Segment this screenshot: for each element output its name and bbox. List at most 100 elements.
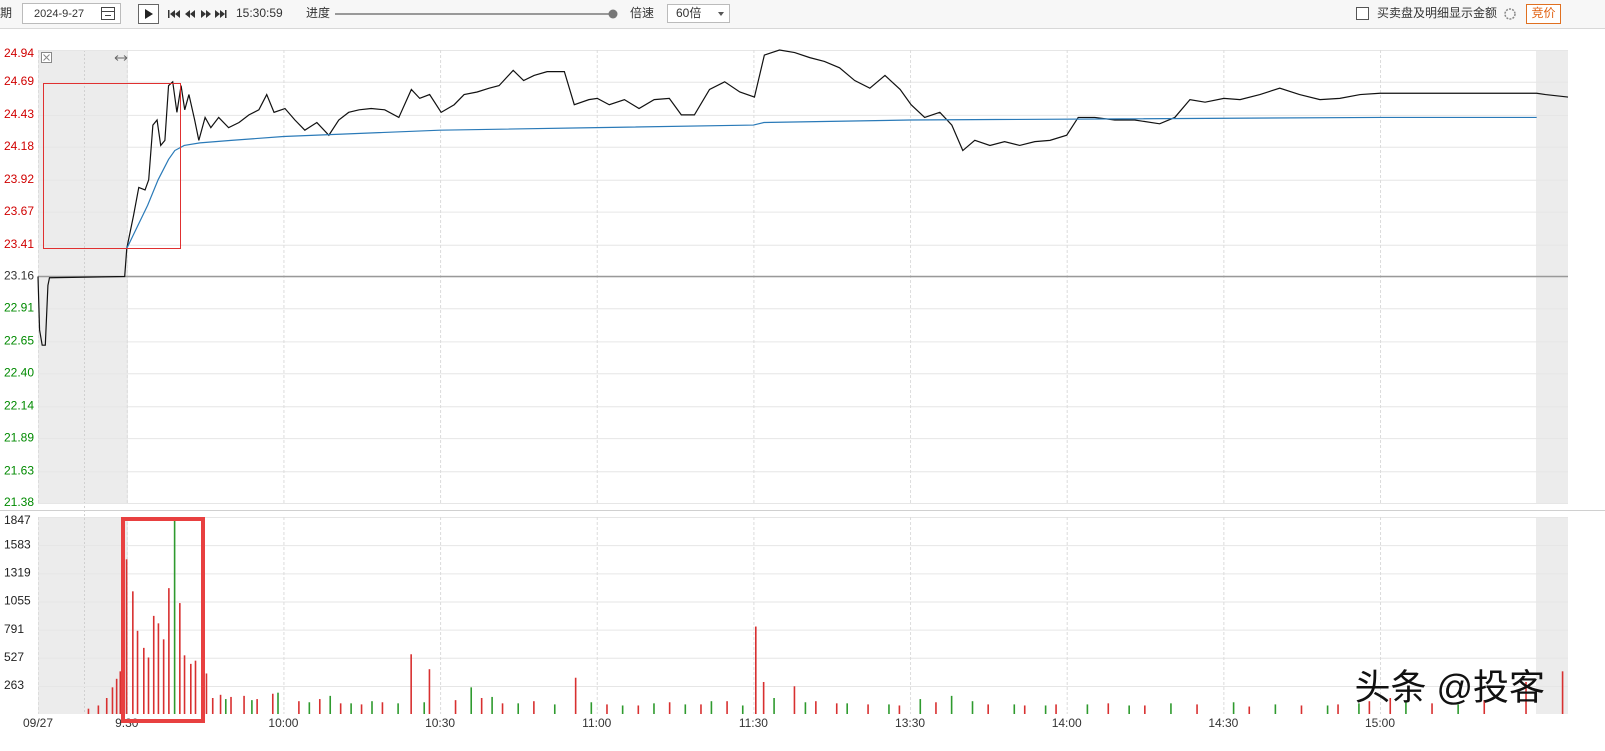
volume-bar [119,671,122,714]
volume-bar [1358,703,1360,714]
volume-bar [726,701,728,714]
y-tick-label: 1847 [4,513,31,527]
y-tick-label: 22.14 [4,398,34,412]
volume-bar [987,704,989,714]
volume-bar [773,698,775,714]
volume-bar [1023,705,1026,714]
volume-bar [1170,703,1172,714]
y-tick-label: 23.67 [4,204,34,218]
volume-bar [1431,703,1433,714]
date-input[interactable] [22,3,121,24]
volume-bar [277,692,279,714]
x-tick-label: 11:00 [582,716,611,730]
volume-bar [793,686,796,714]
volume-bar [143,647,145,714]
volume-bar [381,702,384,714]
volume-bar [1086,704,1089,714]
select-arrow [718,12,724,16]
y-tick-label: 1583 [4,537,31,551]
volume-bar [1107,703,1110,714]
x-tick-label: 10:30 [425,716,455,730]
volume-bar [867,704,869,714]
y-tick-label: 24.18 [4,139,34,153]
highlight-box [43,83,181,249]
play-button[interactable] [138,4,159,24]
calendar-icon[interactable] [101,7,115,20]
volume-bar [1337,704,1339,714]
volume-bar [762,682,765,714]
volume-bar [755,626,757,714]
volume-bar [97,705,100,714]
y-tick-label: 24.43 [4,107,34,121]
volume-bar [132,591,134,714]
y-tick-label: 21.38 [4,495,34,509]
speed-value: 60倍 [676,5,701,20]
volume-bar [1274,704,1277,714]
volume-bar [147,657,150,714]
period-label: 期 [0,6,12,20]
volume-bar [339,703,342,714]
volume-bar [517,703,520,714]
volume-bar [211,698,214,714]
volume-bar [710,701,713,714]
x-tick-label: 14:00 [1052,716,1082,730]
speed-select[interactable] [667,4,730,23]
transport-buttons[interactable] [168,10,227,18]
volume-bar [700,704,702,714]
volume-bar [1196,704,1198,714]
volume-bar [480,698,483,714]
volume-bar [815,701,817,714]
close-cross [43,54,50,61]
volume-bar [194,660,197,714]
x-tick-label: 13:30 [895,716,925,730]
auction-button-label: 竞价 [1531,6,1555,20]
volume-bar [162,639,165,714]
volume-bar [224,699,227,714]
x-tick-label: 15:00 [1365,716,1395,730]
volume-bar [1248,706,1251,714]
volume-bar [888,704,890,714]
volume-bar [741,705,744,714]
settings-icon[interactable] [1504,8,1516,20]
volume-bar [251,700,253,714]
volume-bar [219,694,222,714]
volume-bar [308,702,311,714]
volume-bar [298,701,300,714]
y-tick-label: 527 [4,650,24,664]
amount-checkbox[interactable] [1356,7,1369,20]
replay-time: 15:30:59 [236,6,283,20]
panel-icons [41,52,128,63]
volume-bar [1457,704,1459,714]
date-value: 2024-9-27 [34,8,84,20]
volume-bar [243,695,245,714]
auction-button[interactable] [1526,4,1561,24]
y-tick-label: 24.69 [4,74,34,88]
volume-bar [410,654,412,714]
watermark: 头条 @投客 [1354,667,1545,708]
volume-bar [157,623,160,714]
volume-bar [1561,671,1564,714]
volume-bar [804,702,807,714]
toolbar-bg [0,0,1605,28]
y-tick-label: 791 [4,622,24,636]
volume-bar [350,703,352,714]
volume-bar [935,702,937,714]
volume-bar [115,678,118,714]
volume-bar [553,704,556,714]
volume-bar [423,702,426,714]
y-tick-label: 21.63 [4,463,34,477]
y-tick-label: 263 [4,678,24,692]
volume-bar [230,696,232,714]
resize-icon[interactable] [114,55,128,61]
volume-bar [621,705,624,714]
volume-bar [1300,705,1303,714]
volume-bar [835,703,838,714]
progress-knob[interactable] [608,9,618,19]
speed-label: 倍速 [630,5,654,20]
volume-bar [271,693,274,714]
highlight-box [121,517,205,723]
volume-bar [179,603,181,714]
